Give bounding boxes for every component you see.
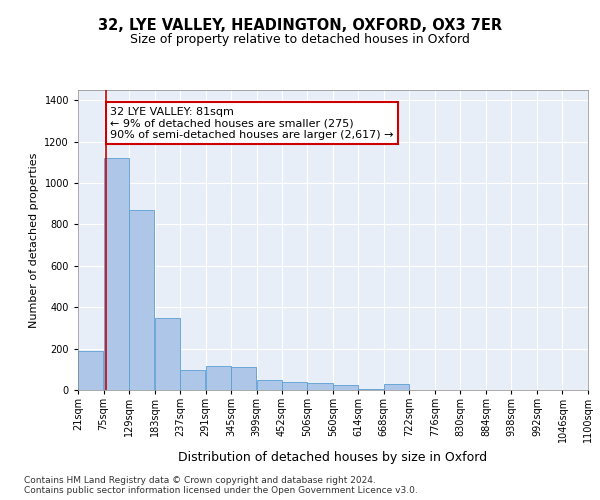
Bar bbox=[180, 370, 205, 390]
X-axis label: Distribution of detached houses by size in Oxford: Distribution of detached houses by size … bbox=[178, 450, 488, 464]
Text: Size of property relative to detached houses in Oxford: Size of property relative to detached ho… bbox=[130, 32, 470, 46]
Bar bbox=[384, 384, 409, 390]
Bar bbox=[333, 385, 358, 390]
Bar bbox=[104, 158, 129, 390]
Bar bbox=[307, 383, 332, 390]
Bar bbox=[206, 366, 231, 390]
Bar bbox=[282, 382, 307, 390]
Bar bbox=[257, 380, 281, 390]
Bar bbox=[232, 367, 256, 390]
Bar bbox=[129, 210, 154, 390]
Text: Contains HM Land Registry data © Crown copyright and database right 2024.
Contai: Contains HM Land Registry data © Crown c… bbox=[24, 476, 418, 495]
Bar bbox=[78, 350, 103, 390]
Y-axis label: Number of detached properties: Number of detached properties bbox=[29, 152, 39, 328]
Text: 32, LYE VALLEY, HEADINGTON, OXFORD, OX3 7ER: 32, LYE VALLEY, HEADINGTON, OXFORD, OX3 … bbox=[98, 18, 502, 32]
Text: 32 LYE VALLEY: 81sqm
← 9% of detached houses are smaller (275)
90% of semi-detac: 32 LYE VALLEY: 81sqm ← 9% of detached ho… bbox=[110, 106, 394, 140]
Bar bbox=[155, 318, 180, 390]
Bar bbox=[358, 389, 383, 390]
